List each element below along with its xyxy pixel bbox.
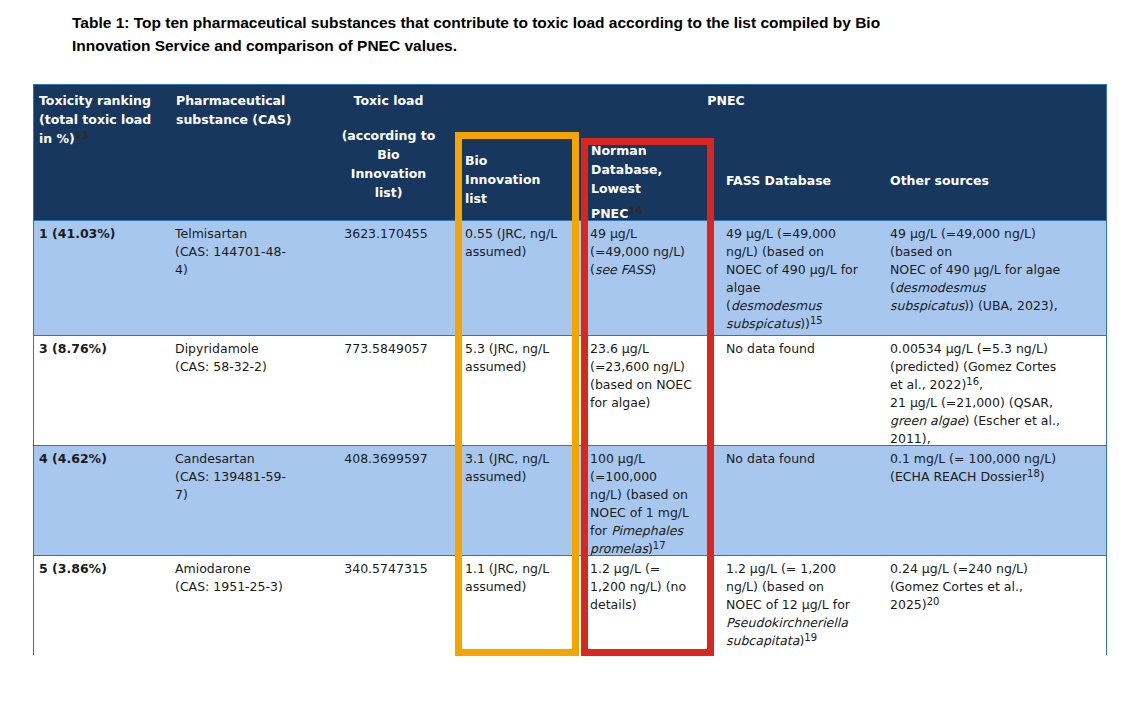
cell-toxic-load: 340.5747315 (321, 556, 456, 656)
cell-toxic-load: 3623.170455 (321, 221, 456, 335)
cell-pnec-fass: No data found (713, 336, 881, 448)
header-pharmaceutical-substance: Pharmaceutical substance (CAS) (171, 85, 321, 223)
cell-substance: Amiodarone (CAS: 1951-25-3) (171, 556, 321, 656)
cell-pnec-other: 0.00534 µg/L (=5.3 ng/L) (predicted) (Go… (881, 336, 1106, 448)
table-row-candesartan: 4 (4.62%) Candesartan (CAS: 139481-59- 7… (34, 445, 1106, 555)
cell-pnec-norman: 23.6 µg/L (=23,600 ng/L) (based on NOEC … (581, 336, 713, 448)
cell-substance: Telmisartan (CAS: 144701-48- 4) (171, 221, 321, 335)
header-toxic-load-subtitle: (according to Bio Innovation list) (323, 126, 454, 202)
cell-pnec-bio-innovation: 0.55 (JRC, ng/L assumed) (456, 221, 581, 335)
cell-rank: 5 (3.86%) (34, 556, 171, 656)
caption-line-2: Innovation Service and comparison of PNE… (72, 35, 1082, 58)
cell-pnec-fass: 49 µg/L (=49,000 ng/L) (based on NOEC of… (713, 221, 881, 335)
header-toxicity-ranking: Toxicity ranking (total toxic load in %)… (34, 85, 171, 223)
header-toxic-load: Toxic load (according to Bio Innovation … (321, 85, 456, 223)
cell-pnec-other: 0.24 µg/L (=240 ng/L) (Gomez Cortes et a… (881, 556, 1106, 656)
header-norman-line1: Norman Database, Lowest (591, 141, 709, 198)
cell-pnec-other: 49 µg/L (=49,000 ng/L) (based on NOEC of… (881, 221, 1106, 335)
cell-pnec-bio-innovation: 3.1 (JRC, ng/L assumed) (456, 446, 581, 558)
table-caption: Table 1: Top ten pharmaceutical substanc… (72, 12, 1082, 57)
cell-substance: Dipyridamole (CAS: 58-32-2) (171, 336, 321, 448)
cell-toxic-load: 408.3699597 (321, 446, 456, 558)
pnec-comparison-table: Toxicity ranking (total toxic load in %)… (33, 84, 1107, 655)
table-row-amiodarone: 5 (3.86%) Amiodarone (CAS: 1951-25-3) 34… (34, 555, 1106, 656)
cell-toxic-load: 773.5849057 (321, 336, 456, 448)
table-row-telmisartan: 1 (41.03%) Telmisartan (CAS: 144701-48- … (34, 220, 1106, 335)
cell-pnec-norman: 49 µg/L (=49,000 ng/L) (see FASS) (581, 221, 713, 335)
table-header: Toxicity ranking (total toxic load in %)… (34, 85, 1106, 220)
header-norman-line2: PNEC14 (591, 204, 709, 223)
cell-rank: 1 (41.03%) (34, 221, 171, 335)
cell-pnec-norman: 100 µg/L (=100,000 ng/L) (based on NOEC … (581, 446, 713, 558)
cell-rank: 4 (4.62%) (34, 446, 171, 558)
cell-pnec-other: 0.1 mg/L (= 100,000 ng/L) (ECHA REACH Do… (881, 446, 1106, 558)
header-toxic-load-title: Toxic load (323, 91, 454, 110)
table-row-dipyridamole: 3 (8.76%) Dipyridamole (CAS: 58-32-2) 77… (34, 335, 1106, 445)
cell-pnec-bio-innovation: 5.3 (JRC, ng/L assumed) (456, 336, 581, 448)
cell-pnec-bio-innovation: 1.1 (JRC, ng/L assumed) (456, 556, 581, 656)
cell-pnec-fass: No data found (713, 446, 881, 558)
cell-pnec-norman: 1.2 µg/L (= 1,200 ng/L) (no details) (581, 556, 713, 656)
cell-pnec-fass: 1.2 µg/L (= 1,200 ng/L) (based on NOEC o… (713, 556, 881, 656)
cell-substance: Candesartan (CAS: 139481-59- 7) (171, 446, 321, 558)
header-pnec-group: PNEC (456, 91, 996, 110)
caption-line-1: Table 1: Top ten pharmaceutical substanc… (72, 12, 1082, 35)
cell-rank: 3 (8.76%) (34, 336, 171, 448)
